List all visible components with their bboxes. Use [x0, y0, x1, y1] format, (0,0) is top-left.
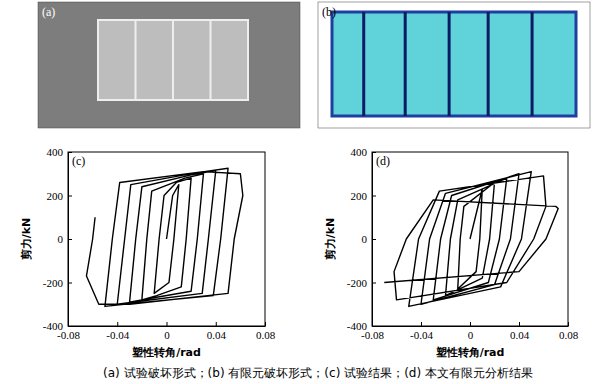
- y-tick: 0: [58, 233, 73, 245]
- plot-frame: [68, 152, 265, 326]
- y-tick-mark: [372, 152, 376, 153]
- y-tick: 400: [351, 146, 377, 158]
- y-tick: 200: [351, 190, 377, 202]
- y-tick-label: 200: [351, 190, 368, 202]
- fe-mesh: [332, 12, 576, 116]
- stiffener: [135, 20, 137, 100]
- fe-stiffener: [362, 12, 365, 116]
- x-axis-title: 塑性转角/rad: [435, 346, 505, 359]
- x-tick-mark: [167, 322, 168, 326]
- fe-stiffener: [404, 12, 407, 116]
- x-tick-label: -0.04: [410, 329, 433, 341]
- x-tick: 0.04: [510, 322, 530, 341]
- y-tick-label: -400: [347, 320, 368, 332]
- x-tick: -0.04: [106, 322, 129, 341]
- stiffener: [172, 20, 174, 100]
- x-axis-line: [373, 326, 569, 327]
- caption: (a) 试验破坏形式；(b) 有限元破坏形式；(c) 试验结果；(d) 本文有限…: [103, 366, 533, 380]
- panel-background: [318, 2, 590, 128]
- x-axis: -0.08-0.0400.040.08: [57, 322, 276, 341]
- image-panel: (b): [318, 2, 590, 128]
- x-tick: 0.04: [207, 322, 227, 341]
- y-axis: -400 -200 0 200 400: [43, 146, 72, 332]
- x-tick-label: 0.08: [256, 329, 276, 341]
- y-axis: -400 -200 0 200 400: [347, 146, 376, 332]
- y-tick-mark: [68, 152, 72, 153]
- y-tick-mark: [372, 283, 376, 284]
- x-tick: 0: [164, 322, 170, 341]
- x-tick-mark: [421, 322, 422, 326]
- x-tick-label: 0: [164, 329, 170, 341]
- y-tick-label: -200: [347, 277, 368, 289]
- x-tick: -0.04: [410, 322, 433, 341]
- y-tick-label: -200: [43, 277, 64, 289]
- x-axis: -0.08-0.0400.040.08: [361, 322, 579, 341]
- x-tick-label: -0.04: [106, 329, 129, 341]
- x-tick-mark: [519, 322, 520, 326]
- panel-label: (b): [322, 5, 336, 19]
- x-tick-mark: [265, 322, 266, 326]
- x-tick-label: 0: [468, 329, 474, 341]
- plot-frame: [372, 152, 568, 326]
- plot-area: [86, 168, 242, 306]
- x-tick-mark: [470, 322, 471, 326]
- y-tick-label: 0: [58, 233, 64, 245]
- y-tick: -200: [43, 277, 72, 289]
- y-tick: -200: [347, 277, 376, 289]
- y-tick-mark: [68, 283, 72, 284]
- chart: -0.08-0.0400.040.08-400-2000200400(d)塑性转…: [324, 146, 579, 359]
- x-tick-mark: [117, 322, 118, 326]
- hysteresis-curve: [86, 168, 242, 306]
- y-tick-label: 0: [362, 233, 368, 245]
- y-tick: -400: [43, 320, 72, 332]
- y-tick: 0: [362, 233, 377, 245]
- y-tick-label: 400: [351, 146, 368, 158]
- y-tick-mark: [68, 326, 72, 327]
- chart: -0.08-0.0400.040.08-400-2000200400(c)塑性转…: [20, 146, 276, 359]
- x-tick-mark: [568, 322, 569, 326]
- x-tick-label: 0.04: [510, 329, 530, 341]
- x-tick-label: 0.04: [207, 329, 227, 341]
- hysteresis-curve: [384, 172, 558, 307]
- plot-area: [384, 172, 558, 307]
- panel-label: (c): [72, 154, 85, 168]
- stiffener: [210, 20, 212, 100]
- fe-stiffener: [448, 12, 451, 116]
- y-axis-title: 剪力/kN: [20, 218, 33, 261]
- y-tick-mark: [372, 196, 376, 197]
- image-panel: (a): [38, 2, 300, 128]
- x-tick-label: 0.08: [559, 329, 579, 341]
- y-axis-title: 剪力/kN: [324, 218, 337, 261]
- panel-label: (a): [42, 5, 55, 19]
- y-tick-mark: [68, 239, 72, 240]
- x-tick: 0.08: [256, 322, 276, 341]
- specimen-box: [98, 20, 248, 100]
- fe-stiffener: [487, 12, 490, 116]
- y-tick: 400: [47, 146, 73, 158]
- y-tick: 200: [47, 190, 73, 202]
- fe-stiffener: [531, 12, 534, 116]
- panel-label: (d): [376, 154, 390, 168]
- x-axis-title: 塑性转角/rad: [131, 346, 201, 359]
- x-tick-mark: [216, 322, 217, 326]
- panel-background: [38, 2, 300, 128]
- y-tick-mark: [372, 326, 376, 327]
- y-tick-label: 200: [47, 190, 64, 202]
- x-tick: 0: [468, 322, 474, 341]
- y-tick-label: 400: [47, 146, 64, 158]
- y-tick-mark: [68, 196, 72, 197]
- y-tick: -400: [347, 320, 376, 332]
- y-tick-mark: [372, 239, 376, 240]
- x-tick: 0.08: [559, 322, 579, 341]
- x-axis-line: [69, 326, 266, 327]
- y-tick-label: -400: [43, 320, 64, 332]
